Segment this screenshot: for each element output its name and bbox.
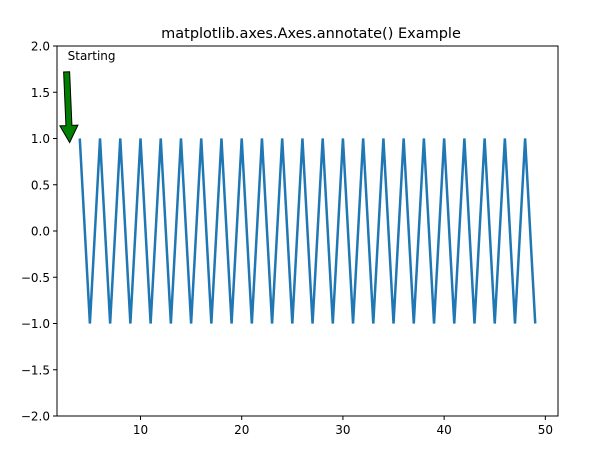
x-tick-label: 50 xyxy=(538,423,553,437)
y-tick-label: 2.0 xyxy=(31,40,50,54)
y-tick-label: 0.5 xyxy=(31,178,50,192)
annotation-arrow xyxy=(60,72,78,143)
plot-area: 10 20 30 40 50 −2.0 −1.5 −1.0 −0.5 0.0 0.5 1.0 1.5 2.… xyxy=(21,40,558,438)
y-tick-label: 1.5 xyxy=(31,86,50,100)
x-tick-label: 10 xyxy=(133,423,148,437)
y-tick-label: −1.0 xyxy=(21,317,50,331)
series-line xyxy=(80,139,535,324)
annotation-text: Starting xyxy=(68,49,116,63)
y-tick-label: 0.0 xyxy=(31,225,50,239)
y-tick-label: −0.5 xyxy=(21,271,50,285)
y-tick-label: −2.0 xyxy=(21,410,50,424)
y-tick-label: 1.0 xyxy=(31,132,50,146)
x-tick-label: 30 xyxy=(335,423,350,437)
x-tick-label: 20 xyxy=(234,423,249,437)
x-tick-label: 40 xyxy=(436,423,451,437)
chart-title: matplotlib.axes.Axes.annotate() Example xyxy=(161,26,461,42)
y-tick-label: −1.5 xyxy=(21,363,50,377)
